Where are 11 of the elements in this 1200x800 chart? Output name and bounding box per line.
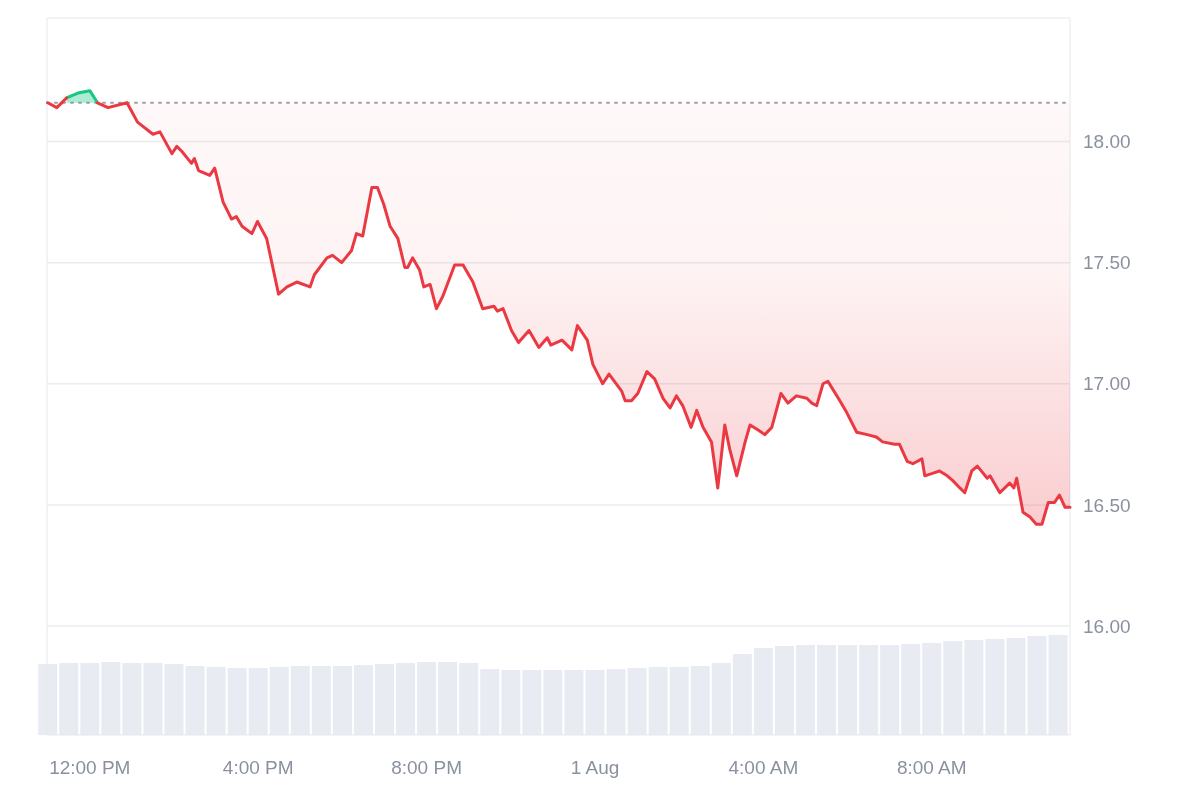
x-tick-label: 8:00 AM (896, 757, 967, 778)
x-tick-label: 4:00 PM (222, 757, 294, 778)
y-tick-label: 16.50 (1083, 494, 1131, 516)
x-tick-label: 1 Aug (570, 757, 620, 778)
y-tick-label: 16.00 (1083, 615, 1131, 637)
y-tick-label: 18.00 (1083, 131, 1131, 153)
x-tick-label: 4:00 AM (728, 757, 799, 778)
x-tick-label: 8:00 PM (391, 757, 462, 778)
y-tick-label: 17.50 (1083, 252, 1131, 274)
x-tick-label: 12:00 PM (49, 757, 131, 778)
y-tick-label: 17.00 (1083, 373, 1131, 395)
